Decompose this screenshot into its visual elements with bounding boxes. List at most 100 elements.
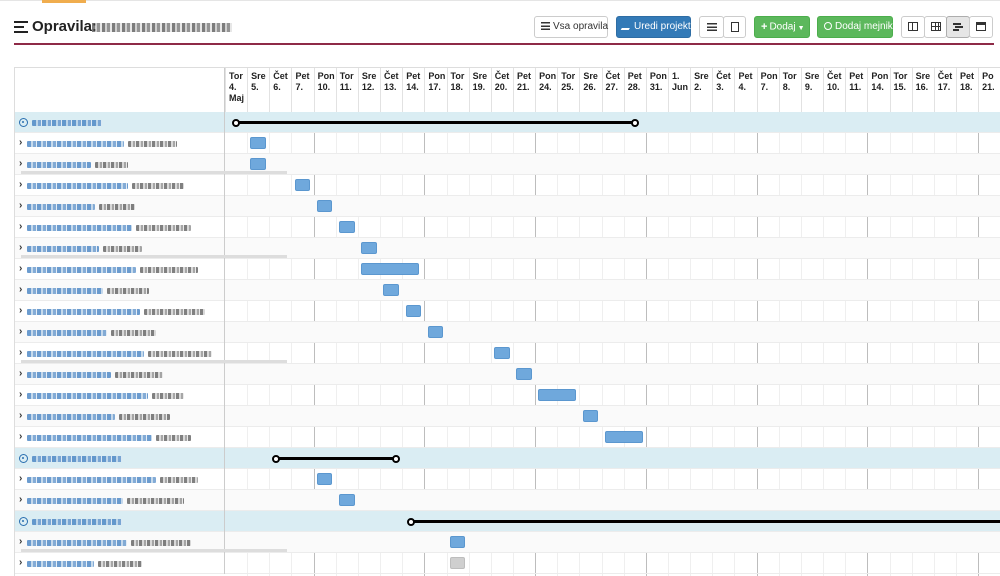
- timeline-day-header[interactable]: Pet 7.: [291, 68, 313, 112]
- task-name-redacted[interactable]: [27, 141, 124, 147]
- timeline-day-header[interactable]: Tor 18.: [446, 68, 469, 112]
- task-label[interactable]: ›: [15, 175, 225, 196]
- task-name-redacted[interactable]: [27, 351, 144, 357]
- task-bar[interactable]: [316, 473, 333, 485]
- chevron-right-icon[interactable]: ›: [19, 284, 23, 295]
- task-name-redacted[interactable]: [27, 477, 156, 483]
- task-name-redacted[interactable]: [27, 540, 127, 546]
- timeline-day-header[interactable]: Sre 12.: [357, 68, 380, 112]
- task-row[interactable]: ›: [15, 301, 1000, 322]
- task-name-redacted[interactable]: [27, 204, 95, 210]
- timeline-day-header[interactable]: Čet 17.: [933, 68, 956, 112]
- task-bar[interactable]: [294, 179, 311, 191]
- calendar-view-button[interactable]: [969, 16, 993, 38]
- task-label[interactable]: ›: [15, 259, 225, 280]
- timeline-day-header[interactable]: Čet 10.: [823, 68, 845, 112]
- task-name-redacted[interactable]: [27, 435, 152, 441]
- project-start-marker[interactable]: [232, 118, 241, 127]
- task-label[interactable]: ›: [15, 322, 225, 343]
- timeline-day-header[interactable]: Pet 21.: [512, 68, 535, 112]
- task-row[interactable]: ›: [15, 175, 1000, 196]
- timeline-day-header[interactable]: Sre 16.: [911, 68, 934, 112]
- task-name-redacted[interactable]: [27, 414, 115, 420]
- timeline-day-header[interactable]: Čet 20.: [490, 68, 513, 112]
- task-label[interactable]: ›: [15, 280, 225, 301]
- timeline-day-header[interactable]: Sre 9.: [800, 68, 823, 112]
- task-row[interactable]: ›: [15, 343, 1000, 364]
- task-label[interactable]: ›: [15, 385, 225, 406]
- chevron-right-icon[interactable]: ›: [19, 410, 23, 421]
- task-bar[interactable]: [250, 158, 266, 170]
- task-row[interactable]: ›: [15, 553, 1000, 574]
- task-label[interactable]: ›: [15, 406, 225, 427]
- timeline-day-header[interactable]: Tor 4. Maj: [225, 68, 247, 112]
- timeline-day-header[interactable]: Tor 8.: [778, 68, 801, 112]
- chevron-right-icon[interactable]: ›: [19, 473, 23, 484]
- task-name-redacted[interactable]: [27, 288, 103, 294]
- task-row[interactable]: ›: [15, 490, 1000, 511]
- task-name-redacted[interactable]: [27, 162, 91, 168]
- task-label[interactable]: ›: [15, 154, 225, 175]
- project-label[interactable]: [15, 448, 225, 469]
- task-bar[interactable]: [316, 200, 333, 212]
- timeline-day-header[interactable]: Sre 5.: [247, 68, 269, 112]
- project-name-redacted[interactable]: [32, 456, 122, 462]
- task-bar[interactable]: [516, 368, 532, 380]
- document-view-button[interactable]: [723, 16, 746, 38]
- task-name-redacted[interactable]: [27, 309, 140, 315]
- project-end-marker[interactable]: [391, 454, 400, 463]
- task-name-redacted[interactable]: [27, 267, 136, 273]
- timeline-day-header[interactable]: Pon 10.: [313, 68, 336, 112]
- task-bar[interactable]: [250, 137, 266, 149]
- task-row[interactable]: ›: [15, 196, 1000, 217]
- task-row[interactable]: ›: [15, 217, 1000, 238]
- timeline-day-header[interactable]: Pet 11.: [845, 68, 867, 112]
- task-row[interactable]: ›: [15, 427, 1000, 448]
- task-bar[interactable]: [538, 389, 577, 401]
- chevron-right-icon[interactable]: ›: [19, 431, 23, 442]
- task-bar[interactable]: [361, 263, 419, 275]
- collapse-circle-icon[interactable]: [19, 118, 28, 127]
- timeline-day-header[interactable]: Pet 4.: [734, 68, 756, 112]
- task-label[interactable]: ›: [15, 238, 225, 259]
- timeline-day-header[interactable]: Tor 15.: [889, 68, 912, 112]
- collapse-circle-icon[interactable]: [19, 454, 28, 463]
- timeline-day-header[interactable]: Čet 6.: [269, 68, 291, 112]
- chevron-right-icon[interactable]: ›: [19, 494, 23, 505]
- timeline-day-header[interactable]: Pon 24.: [535, 68, 557, 112]
- chevron-right-icon[interactable]: ›: [19, 368, 23, 379]
- timeline-day-header[interactable]: Čet 13.: [380, 68, 402, 112]
- chevron-right-icon[interactable]: ›: [19, 347, 23, 358]
- task-bar[interactable]: [582, 410, 599, 422]
- task-row[interactable]: ›: [15, 154, 1000, 175]
- chevron-right-icon[interactable]: ›: [19, 158, 23, 169]
- chevron-right-icon[interactable]: ›: [19, 242, 23, 253]
- task-name-redacted[interactable]: [27, 393, 148, 399]
- timeline-day-header[interactable]: Pon 17.: [424, 68, 446, 112]
- chevron-right-icon[interactable]: ›: [19, 179, 23, 190]
- timeline-day-header[interactable]: Pet 18.: [955, 68, 978, 112]
- task-name-redacted[interactable]: [27, 330, 107, 336]
- task-row[interactable]: ›: [15, 280, 1000, 301]
- all-tasks-button[interactable]: Vsa opravila: [534, 16, 608, 38]
- timeline-day-header[interactable]: Pet 28.: [623, 68, 646, 112]
- task-bar[interactable]: [339, 494, 355, 506]
- task-row[interactable]: ›: [15, 322, 1000, 343]
- task-row[interactable]: ›: [15, 385, 1000, 406]
- chevron-right-icon[interactable]: ›: [19, 389, 23, 400]
- outline-view-button[interactable]: [699, 16, 724, 38]
- task-row[interactable]: ›: [15, 238, 1000, 259]
- task-bar[interactable]: [339, 221, 355, 233]
- edit-project-button[interactable]: Uredi projekt: [616, 16, 691, 38]
- chevron-right-icon[interactable]: ›: [19, 221, 23, 232]
- task-bar[interactable]: [494, 347, 510, 359]
- task-name-redacted[interactable]: [27, 246, 99, 252]
- project-row[interactable]: [15, 448, 1000, 469]
- task-bar[interactable]: [449, 557, 466, 569]
- task-bar[interactable]: [427, 326, 444, 338]
- task-bar[interactable]: [604, 431, 643, 443]
- task-label[interactable]: ›: [15, 364, 225, 385]
- task-label[interactable]: ›: [15, 343, 225, 364]
- task-row[interactable]: ›: [15, 259, 1000, 280]
- task-label[interactable]: ›: [15, 217, 225, 238]
